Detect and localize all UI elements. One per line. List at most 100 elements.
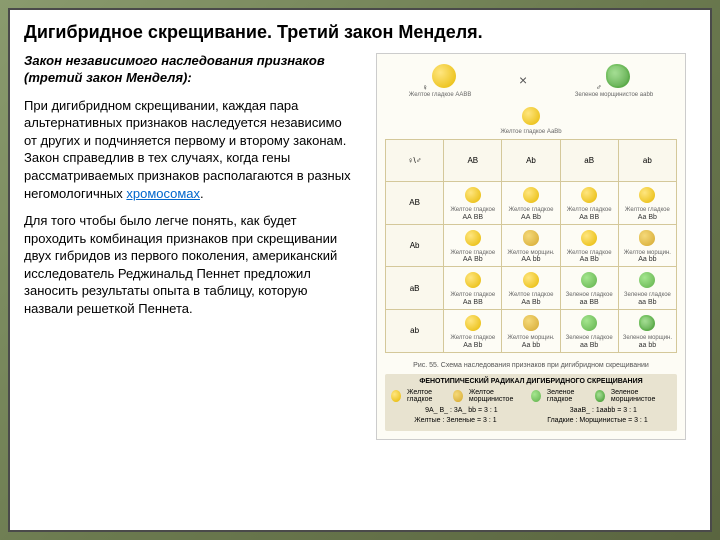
ratio-label-2: Гладкие : Морщинистые = 3 : 1: [547, 417, 648, 424]
mendel-diagram: ♀ Желтое гладкое ААВВ × ♂ Зеленое морщин…: [376, 53, 686, 440]
content-row: Закон независимого наследования признако…: [24, 53, 696, 440]
cell-pheno-label: Желтое морщин.: [505, 250, 556, 257]
legend-item: Зеленое гладкое: [529, 388, 593, 404]
pea-green-smooth-icon: [581, 315, 597, 331]
pea-green-wrinkled-icon: [639, 315, 655, 331]
punnett-cell: Желтое гладкоеАа Вb: [444, 309, 502, 352]
cell-genotype: Аа bb: [505, 342, 556, 349]
male-symbol: ♂: [596, 83, 602, 92]
paragraph-1: При дигибридном скрещивании, каждая пара…: [24, 97, 354, 202]
slide-title: Дигибридное скрещивание. Третий закон Ме…: [24, 22, 696, 43]
cell-genotype: Аа Вb: [622, 214, 673, 221]
cell-genotype: аа Вb: [622, 299, 673, 306]
punnett-cell: Желтое гладкоеАа ВВ: [444, 267, 502, 310]
pea-green-smooth-icon: [639, 272, 655, 288]
cell-genotype: аа Вb: [564, 342, 615, 349]
f1-row: Желтое гладкое АаВb: [385, 105, 677, 136]
pea-yellow-smooth-icon: [465, 230, 481, 246]
pea-green-smooth-icon: [581, 272, 597, 288]
pea-yellow-smooth-icon: [581, 187, 597, 203]
parent-female: ♀ Желтое гладкое ААВВ: [409, 62, 472, 99]
punnett-cell: Желтое гладкоеАА ВВ: [444, 182, 502, 225]
punnett-cell: Желтое морщин.АА bb: [502, 224, 560, 267]
pea-yellow-smooth-icon: [523, 272, 539, 288]
gamete-row-header: аb: [386, 309, 444, 352]
legend-ratios: 9А_ В_ : 3A_ bb = 3 : 1 3aaB_ : 1aabb = …: [389, 407, 673, 414]
legend-section: ФЕНОТИПИЧЕСКИЙ РАДИКАЛ ДИГИБРИДНОГО СКРЕ…: [385, 374, 677, 431]
legend-item: Зеленое морщинистое: [593, 388, 673, 404]
pea-yellow-smooth-icon: [465, 272, 481, 288]
chromosome-link[interactable]: хромосомах: [126, 186, 200, 201]
punnett-row: АbЖелтое гладкоеАА ВbЖелтое морщин.АА bb…: [386, 224, 677, 267]
gamete-row-header: аВ: [386, 267, 444, 310]
cell-genotype: Аа Вb: [564, 256, 615, 263]
diagram-caption: Рис. 55. Схема наследования признаков пр…: [385, 361, 677, 371]
cell-genotype: Аа bb: [622, 256, 673, 263]
pea-yellow-smooth-icon: [465, 315, 481, 331]
punnett-cell: Желтое гладкоеАа Вb: [502, 267, 560, 310]
punnett-cell: Зеленое гладкоеаа Вb: [618, 267, 676, 310]
pea-f1-icon: [522, 107, 540, 125]
gamete-corner: ♀\♂: [386, 140, 444, 182]
diagram-column: ♀ Желтое гладкое ААВВ × ♂ Зеленое морщин…: [366, 53, 696, 440]
ratio-label-1: Желтые : Зеленые = 3 : 1: [414, 417, 496, 424]
pea-yellow-smooth-icon: [465, 187, 481, 203]
female-symbol: ♀: [422, 83, 428, 92]
paragraph-2: Для того чтобы было легче понять, как бу…: [24, 212, 354, 317]
parent-male: ♂ Зеленое морщинистое ааbb: [575, 62, 653, 99]
punnett-cell: Зеленое гладкоеаа ВВ: [560, 267, 618, 310]
punnett-row: АВЖелтое гладкоеАА ВВЖелтое гладкоеАА Вb…: [386, 182, 677, 225]
cell-pheno-label: Желтое гладкое: [564, 207, 615, 214]
cell-pheno-label: Желтое гладкое: [447, 292, 498, 299]
parents-row: ♀ Желтое гладкое ААВВ × ♂ Зеленое морщин…: [385, 62, 677, 99]
legend-label: Зеленое морщинистое: [611, 389, 673, 403]
cell-pheno-label: Желтое гладкое: [447, 250, 498, 257]
punnett-cell: Желтое морщин.Аа bb: [618, 224, 676, 267]
pea-green-smooth-icon: [531, 390, 541, 402]
pea-yellow-smooth-icon: [523, 187, 539, 203]
pea-yellow-smooth-icon: [581, 230, 597, 246]
gamete-row-header: Аb: [386, 224, 444, 267]
law-subtitle: Закон независимого наследования признако…: [24, 53, 354, 87]
cell-genotype: АА ВВ: [447, 214, 498, 221]
cell-pheno-label: Зеленое морщин.: [622, 335, 673, 342]
punnett-square: ♀\♂ АВ Аb аВ аb АВЖелтое гладкоеАА ВВЖел…: [385, 139, 677, 352]
legend-ratio-labels: Желтые : Зеленые = 3 : 1 Гладкие : Морщи…: [389, 417, 673, 424]
cell-pheno-label: Желтое морщин.: [622, 250, 673, 257]
punnett-cell: Желтое гладкоеАа ВВ: [560, 182, 618, 225]
legend-label: Желтое морщинистое: [469, 389, 529, 403]
cell-pheno-label: Желтое морщин.: [505, 335, 556, 342]
gamete-col-1: АВ: [444, 140, 502, 182]
pea-yellow-smooth-icon: [639, 187, 655, 203]
slide-container: Дигибридное скрещивание. Третий закон Ме…: [8, 8, 712, 532]
ratio-2: 3aaB_ : 1aabb = 3 : 1: [570, 407, 637, 414]
pea-green-wrinkled-icon: [606, 64, 630, 88]
cell-pheno-label: Зеленое гладкое: [564, 292, 615, 299]
gamete-col-3: аВ: [560, 140, 618, 182]
legend-row-1: Желтое гладкое Желтое морщинистое Зеленое …: [389, 388, 673, 404]
para1-end: .: [200, 186, 204, 201]
punnett-cell: Зеленое гладкоеаа Вb: [560, 309, 618, 352]
punnett-cell: Желтое гладкоеАА Вb: [444, 224, 502, 267]
punnett-row: аВЖелтое гладкоеАа ВВЖелтое гладкоеАа Вb…: [386, 267, 677, 310]
f1-label: Желтое гладкое АаВb: [385, 129, 677, 136]
cell-genotype: аа ВВ: [564, 299, 615, 306]
pea-yellow-smooth-icon: [391, 390, 401, 402]
cell-pheno-label: Зеленое гладкое: [564, 335, 615, 342]
pea-green-wrinkled-icon: [595, 390, 605, 402]
pea-yellow-smooth-icon: [432, 64, 456, 88]
punnett-row: аbЖелтое гладкоеАа ВbЖелтое морщин.Аа bb…: [386, 309, 677, 352]
punnett-cell: Желтое гладкоеАА Вb: [502, 182, 560, 225]
cell-pheno-label: Желтое гладкое: [564, 250, 615, 257]
parent1-label: Желтое гладкое ААВВ: [409, 92, 472, 99]
pea-yellow-wrinkled-icon: [639, 230, 655, 246]
cell-genotype: Аа ВВ: [447, 299, 498, 306]
punnett-cell: Желтое гладкоеАа Вb: [618, 182, 676, 225]
cell-pheno-label: Желтое гладкое: [505, 207, 556, 214]
legend-label: Зеленое гладкое: [547, 389, 593, 403]
cell-genotype: АА Вb: [505, 214, 556, 221]
cell-pheno-label: Зеленое гладкое: [622, 292, 673, 299]
legend-item: Желтое гладкое: [389, 388, 451, 404]
punnett-header-row: ♀\♂ АВ Аb аВ аb: [386, 140, 677, 182]
legend-item: Желтое морщинистое: [451, 388, 529, 404]
